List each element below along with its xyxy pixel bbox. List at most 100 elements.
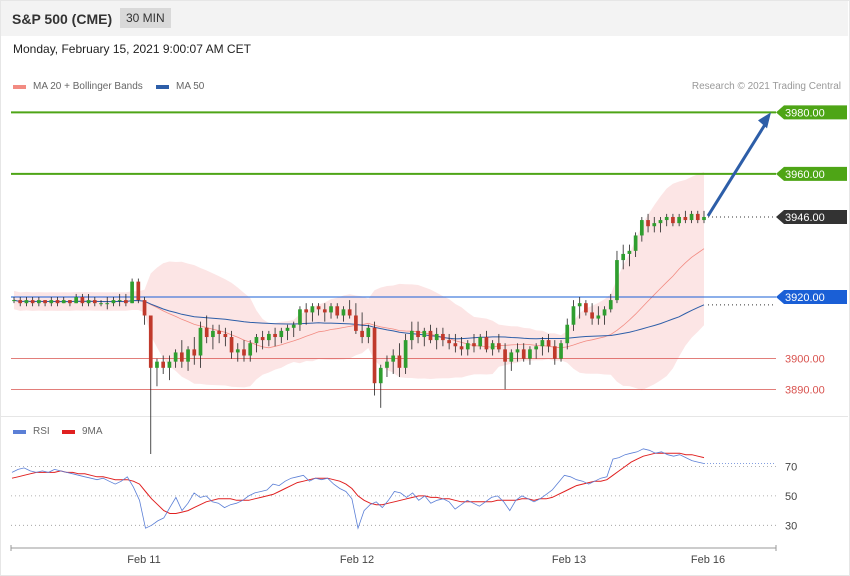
candle-body bbox=[279, 330, 284, 338]
candle-body bbox=[447, 340, 451, 344]
candle-body bbox=[658, 220, 663, 224]
candle-body bbox=[484, 337, 489, 350]
candle-body bbox=[372, 327, 377, 384]
candle-body bbox=[117, 300, 122, 302]
candle-body bbox=[497, 343, 501, 350]
candle-body bbox=[161, 361, 166, 368]
candle-body bbox=[565, 324, 570, 344]
candle-body bbox=[683, 216, 688, 221]
candle-body bbox=[596, 315, 601, 319]
candle-body bbox=[689, 213, 694, 221]
candle-body bbox=[24, 300, 29, 304]
symbol-title: S&P 500 (CME) bbox=[12, 11, 113, 27]
ma50-label: MA 50 bbox=[176, 81, 205, 92]
level-label-3920.00: 3920.00 bbox=[785, 292, 825, 304]
candle-body bbox=[577, 303, 582, 307]
candle-body bbox=[37, 300, 41, 304]
candle-body bbox=[173, 352, 178, 362]
candle-body bbox=[559, 343, 563, 359]
candle-body bbox=[472, 343, 476, 347]
rsi-line bbox=[11, 448, 705, 530]
candle-body bbox=[378, 367, 383, 384]
candle-body bbox=[211, 330, 215, 338]
credit-text: Research © 2021 Trading Central bbox=[691, 81, 841, 92]
candle-body bbox=[124, 300, 128, 304]
rsi-ma-line bbox=[11, 452, 705, 514]
candle-body bbox=[204, 327, 209, 338]
candle-body bbox=[198, 327, 203, 356]
rsi-tick-70: 70 bbox=[785, 461, 797, 473]
candle-body bbox=[273, 333, 277, 338]
candle-body bbox=[55, 300, 60, 304]
candle-body bbox=[61, 300, 66, 304]
x-tick-label: Feb 13 bbox=[552, 554, 586, 566]
candle-body bbox=[422, 330, 427, 338]
candle-body bbox=[397, 355, 402, 368]
candle-body bbox=[254, 337, 259, 344]
candle-body bbox=[615, 260, 619, 301]
ma9-label: 9MA bbox=[82, 426, 103, 437]
legend-9ma: 9MA bbox=[62, 426, 103, 437]
x-tick-label: Feb 16 bbox=[691, 554, 725, 566]
candle-body bbox=[341, 309, 346, 316]
candle-body bbox=[459, 346, 464, 350]
rsi-swatch bbox=[13, 429, 26, 434]
candle-body bbox=[68, 300, 72, 304]
level-tag-3920.00 bbox=[776, 290, 847, 305]
candle-body bbox=[403, 340, 408, 368]
candle-body bbox=[366, 327, 371, 338]
legend-ma50: MA 50 bbox=[156, 81, 204, 92]
candle-body bbox=[155, 361, 159, 368]
rsi-tick-50: 50 bbox=[785, 491, 797, 503]
level-label-3980.00: 3980.00 bbox=[785, 107, 825, 119]
candle-body bbox=[521, 349, 526, 359]
candle-body bbox=[335, 306, 340, 316]
candle-body bbox=[503, 349, 507, 362]
candle-body bbox=[167, 361, 172, 368]
candle-body bbox=[608, 300, 613, 310]
timeframe-button[interactable]: 30 MIN bbox=[120, 8, 171, 28]
level-label-3890.00: 3890.00 bbox=[785, 384, 825, 396]
candle-body bbox=[267, 333, 271, 341]
candle-body bbox=[528, 349, 532, 359]
candle-body bbox=[695, 213, 700, 221]
bollinger-band bbox=[14, 172, 704, 391]
candle-body bbox=[702, 216, 706, 221]
ma50-swatch bbox=[156, 84, 169, 89]
ma20-swatch bbox=[13, 84, 26, 89]
header-bar: S&P 500 (CME) 30 MIN bbox=[1, 1, 848, 36]
candle-body bbox=[186, 349, 190, 362]
ma20-label: MA 20 + Bollinger Bands bbox=[33, 81, 143, 92]
level-tag-3980.00 bbox=[776, 105, 847, 120]
level-label-3900.00: 3900.00 bbox=[785, 354, 825, 366]
ma50-line bbox=[13, 299, 705, 340]
pane-separator bbox=[1, 416, 848, 417]
ma9-swatch bbox=[62, 429, 75, 434]
candle-body bbox=[627, 250, 632, 254]
candle-body bbox=[316, 306, 321, 310]
level-tag-3946.00 bbox=[776, 209, 847, 224]
candle-body bbox=[652, 223, 657, 227]
candle-body bbox=[229, 337, 234, 353]
candle-body bbox=[639, 220, 644, 236]
candle-body bbox=[310, 306, 315, 313]
candle-body bbox=[409, 330, 414, 341]
candle-body bbox=[584, 303, 588, 313]
candle-body bbox=[428, 330, 433, 341]
candle-body bbox=[509, 352, 514, 362]
candle-body bbox=[242, 349, 246, 356]
candle-body bbox=[441, 333, 445, 341]
forecast-arrow bbox=[706, 120, 769, 217]
candle-body bbox=[99, 303, 103, 305]
candle-body bbox=[602, 309, 607, 316]
rsi-tick-30: 30 bbox=[785, 520, 797, 532]
candle-body bbox=[223, 333, 228, 338]
level-tag-3960.00 bbox=[776, 166, 847, 181]
candle-body bbox=[391, 355, 396, 362]
candle-body bbox=[478, 337, 483, 347]
candle-body bbox=[515, 349, 520, 353]
candle-body bbox=[235, 349, 240, 353]
candle-body bbox=[298, 309, 302, 325]
candle-body bbox=[677, 216, 681, 224]
candle-body bbox=[111, 300, 116, 304]
